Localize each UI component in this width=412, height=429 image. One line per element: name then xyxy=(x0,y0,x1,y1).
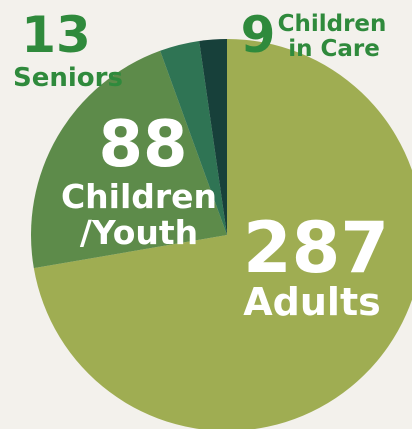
adults-name-label: Adults xyxy=(243,280,380,324)
children-in-care-value-label: 9 xyxy=(241,6,276,64)
children-youth-value-label: 88 xyxy=(98,108,187,182)
seniors-value-label: 13 xyxy=(21,6,91,64)
seniors-slice xyxy=(160,40,227,235)
children-in-care-slice xyxy=(199,39,227,235)
adults-slice xyxy=(33,39,412,429)
children-youth-name-line2: /Youth xyxy=(80,213,198,252)
children-in-care-name-line2: in Care xyxy=(288,36,380,62)
children-youth-slice xyxy=(31,50,228,269)
seniors-name-label: Seniors xyxy=(13,63,123,93)
adults-value-label: 287 xyxy=(243,207,389,289)
children-youth-name-line1: Children xyxy=(61,177,217,216)
pie-slices xyxy=(31,39,412,429)
children-in-care-name-line1: Children xyxy=(278,11,387,37)
